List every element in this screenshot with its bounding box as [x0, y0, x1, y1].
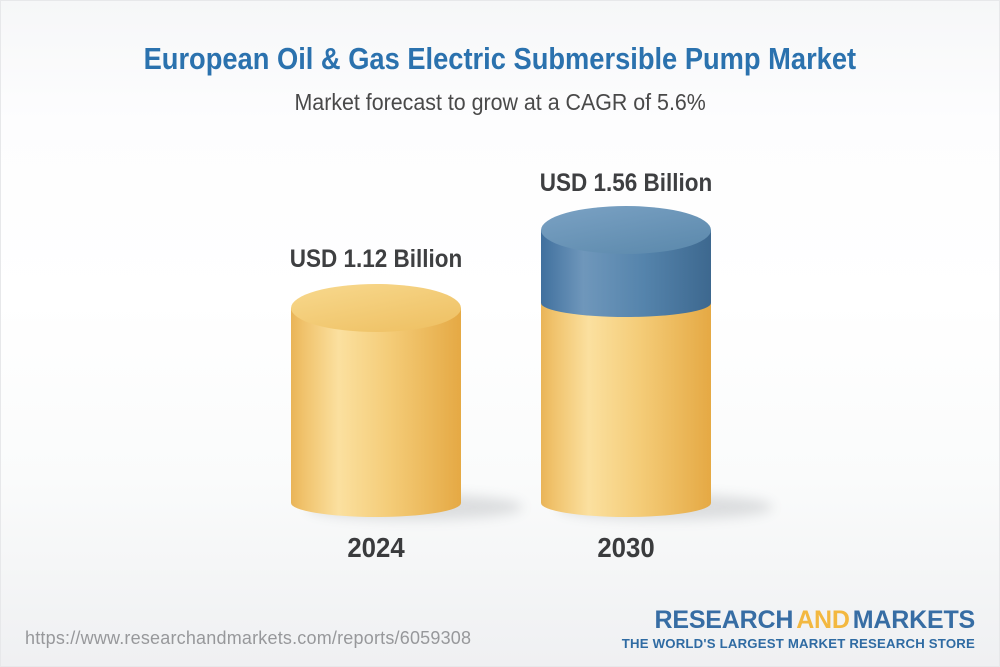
logo-word-research: RESEARCH	[654, 605, 794, 634]
page-title-text: European Oil & Gas Electric Submersible …	[143, 41, 857, 76]
page-subtitle-text: Market forecast to grow at a CAGR of 5.6…	[294, 89, 706, 115]
header: European Oil & Gas Electric Submersible …	[1, 43, 999, 114]
cylinder-2030-base-segment	[541, 303, 711, 517]
year-label-2030: 2030	[597, 532, 654, 563]
logo-tagline: THE WORLD'S LARGEST MARKET RESEARCH STOR…	[621, 635, 975, 651]
logo-word-and: AND	[796, 605, 850, 634]
logo-word-markets: MARKETS	[852, 605, 975, 634]
research-and-markets-logo: RESEARCH AND MARKETS THE WORLD'S LARGEST M…	[621, 605, 976, 651]
bar-2024	[291, 284, 461, 517]
cylinder-2024-top-face	[291, 284, 461, 332]
bar-2030	[541, 206, 711, 517]
page-subtitle: Market forecast to grow at a CAGR of 5.6…	[1, 91, 999, 114]
logo-wordmark: RESEARCH AND MARKETS	[622, 605, 976, 634]
page-title: European Oil & Gas Electric Submersible …	[1, 43, 999, 74]
value-label-2030: USD 1.56 Billion	[540, 169, 712, 197]
value-label-2024: USD 1.12 Billion	[290, 245, 462, 273]
cylinder-2024-body	[291, 308, 461, 517]
cylinder-2030-growth-segment	[541, 230, 711, 317]
year-label-2024: 2024	[347, 532, 404, 563]
report-url: https://www.researchandmarkets.com/repor…	[25, 628, 472, 648]
cylinder-2030-top-face	[541, 206, 711, 254]
